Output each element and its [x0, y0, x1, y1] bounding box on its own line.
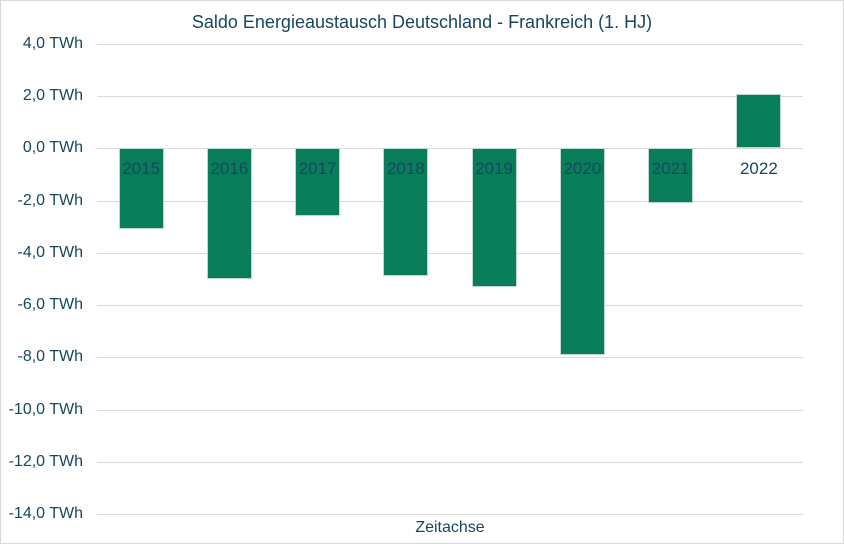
gridline [97, 514, 803, 515]
y-tick-label: 4,0 TWh [22, 35, 83, 52]
gridline [97, 96, 803, 98]
bar-2015 [118, 148, 164, 230]
y-tick-label: -10,0 TWh [8, 400, 83, 418]
y-tick-label: -4,0 TWh [17, 243, 84, 261]
bar-2016 [206, 148, 252, 279]
y-tick-label: -12,0 TWh [8, 452, 83, 470]
bar-2020 [559, 148, 605, 355]
chart-title: Saldo Energieaustausch Deutschland - Fra… [191, 12, 653, 32]
category-label-2019: 2019 [475, 159, 513, 179]
category-label-2017: 2017 [298, 159, 337, 179]
category-label-2022: 2022 [739, 159, 778, 179]
gridline [97, 357, 803, 359]
gridline [97, 305, 803, 307]
bar-2017 [295, 148, 341, 217]
gridline [97, 461, 803, 463]
x-axis-title: Zeitachse [415, 519, 485, 536]
category-label-2021: 2021 [651, 159, 690, 179]
gridline [97, 200, 803, 202]
bar-2019 [471, 148, 517, 287]
gridline [97, 409, 803, 411]
y-tick-label: -14,0 TWh [8, 505, 83, 522]
gridline [97, 44, 803, 45]
category-label-2018: 2018 [386, 159, 425, 179]
bar-2021 [648, 148, 694, 204]
y-tick-label: 0,0 TWh [22, 139, 83, 157]
bar-2022 [736, 93, 782, 149]
gridline [97, 148, 803, 150]
category-label-2016: 2016 [210, 159, 249, 179]
bar-2018 [383, 148, 429, 277]
y-tick-label: -2,0 TWh [17, 191, 84, 209]
plot-area [97, 44, 803, 515]
category-label-2015: 2015 [122, 159, 160, 179]
y-tick-label: 2,0 TWh [22, 87, 83, 105]
category-label-2020: 2020 [563, 159, 602, 179]
y-tick-label: -8,0 TWh [17, 348, 84, 366]
y-tick-label: -6,0 TWh [17, 296, 84, 314]
gridline [97, 252, 803, 254]
